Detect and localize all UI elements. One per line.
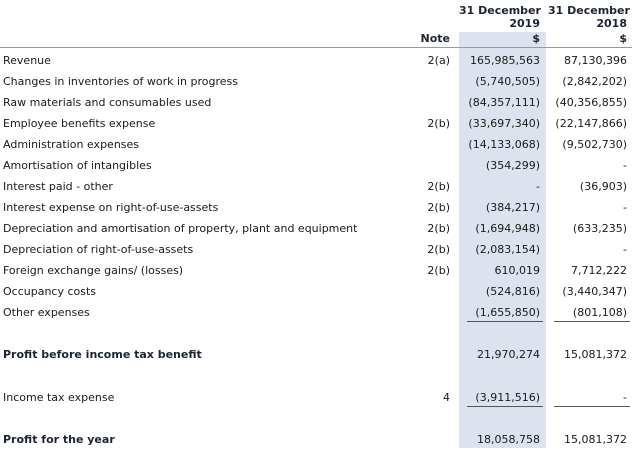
value-2018: - bbox=[623, 159, 627, 172]
row-note: 2(a) bbox=[427, 54, 450, 67]
table-row: Revenue 2(a) 165,985,563 87,130,396 bbox=[0, 50, 632, 71]
table-row: Depreciation and amortisation of propert… bbox=[0, 218, 632, 239]
row-label: Profit for the year bbox=[3, 433, 115, 446]
value-2018: - bbox=[623, 243, 627, 256]
value-2019: (1,655,850) bbox=[475, 306, 540, 319]
table-row: Interest expense on right-of-use-assets 2… bbox=[0, 197, 632, 218]
row-note: 2(b) bbox=[427, 201, 450, 214]
value-2019: 18,058,758 bbox=[477, 433, 540, 446]
row-label: Depreciation of right-of-use-assets bbox=[3, 243, 194, 256]
row-label: Administration expenses bbox=[3, 138, 140, 151]
value-2018: 15,081,372 bbox=[564, 433, 627, 446]
table-row: Amortisation of intangibles (354,299) - bbox=[0, 155, 632, 176]
value-2019: (5,740,505) bbox=[475, 75, 540, 88]
value-2018: 7,712,222 bbox=[571, 264, 627, 277]
header-note: Note bbox=[420, 32, 450, 45]
value-2019: (384,217) bbox=[485, 201, 540, 214]
header-2018-line1: 31 December bbox=[548, 4, 630, 17]
row-label: Changes in inventories of work in progre… bbox=[3, 75, 238, 88]
header-2018-unit: $ bbox=[619, 32, 627, 45]
row-note: 2(b) bbox=[427, 180, 450, 193]
profit-for-year-row: Profit for the year 18,058,758 15,081,37… bbox=[0, 429, 632, 450]
row-label: Interest expense on right-of-use-assets bbox=[3, 201, 219, 214]
value-2018: (633,235) bbox=[572, 222, 627, 235]
row-label: Raw materials and consumables used bbox=[3, 96, 212, 109]
row-note: 2(b) bbox=[427, 243, 450, 256]
value-2018: (40,356,855) bbox=[555, 96, 627, 109]
value-2019: (354,299) bbox=[485, 159, 540, 172]
row-note: 2(b) bbox=[427, 222, 450, 235]
value-2019: - bbox=[536, 180, 540, 193]
header-2018-line2: 2018 bbox=[596, 17, 627, 30]
row-label: Other expenses bbox=[3, 306, 90, 319]
value-2018: (801,108) bbox=[572, 306, 627, 319]
row-note: 2(b) bbox=[427, 117, 450, 130]
row-label: Employee benefits expense bbox=[3, 117, 156, 130]
value-2018: - bbox=[623, 391, 627, 404]
value-2019: 610,019 bbox=[494, 264, 541, 277]
underline-2019 bbox=[467, 406, 543, 407]
header-2019-unit: $ bbox=[532, 32, 540, 45]
table-row: Interest paid - other 2(b) - (36,903) bbox=[0, 176, 632, 197]
row-note: 2(b) bbox=[427, 264, 450, 277]
row-label: Amortisation of intangibles bbox=[3, 159, 152, 172]
table-row: Changes in inventories of work in progre… bbox=[0, 71, 632, 92]
table-row: Other expenses (1,655,850) (801,108) bbox=[0, 302, 632, 323]
row-label: Foreign exchange gains/ (losses) bbox=[3, 264, 184, 277]
header-2019-line2: 2019 bbox=[509, 17, 540, 30]
value-2019: (14,133,068) bbox=[468, 138, 540, 151]
value-2019: (33,697,340) bbox=[468, 117, 540, 130]
table-row: Employee benefits expense 2(b) (33,697,340… bbox=[0, 113, 632, 134]
value-2019: 165,985,563 bbox=[470, 54, 540, 67]
table-row: Raw materials and consumables used (84,35… bbox=[0, 92, 632, 113]
row-label: Revenue bbox=[3, 54, 51, 67]
value-2018: (3,440,347) bbox=[562, 285, 627, 298]
value-2018: (36,903) bbox=[579, 180, 627, 193]
value-2018: - bbox=[623, 201, 627, 214]
underline-rows-2019 bbox=[467, 321, 543, 322]
value-2019: (3,911,516) bbox=[475, 391, 540, 404]
table-row: Administration expenses (14,133,068) (9,50… bbox=[0, 134, 632, 155]
row-label: Profit before income tax benefit bbox=[3, 348, 202, 361]
row-label: Depreciation and amortisation of propert… bbox=[3, 222, 358, 235]
value-2018: (2,842,202) bbox=[562, 75, 627, 88]
value-2019: (2,083,154) bbox=[475, 243, 540, 256]
header-2019-line1: 31 December bbox=[459, 4, 541, 17]
header-divider bbox=[0, 47, 632, 48]
profit-before-tax-row: Profit before income tax benefit 21,970,… bbox=[0, 344, 632, 365]
table-row: Occupancy costs (524,816) (3,440,347) bbox=[0, 281, 632, 302]
value-2018: (9,502,730) bbox=[562, 138, 627, 151]
row-label: Income tax expense bbox=[3, 391, 115, 404]
value-2018: 15,081,372 bbox=[564, 348, 627, 361]
row-label: Occupancy costs bbox=[3, 285, 97, 298]
value-2019: (84,357,111) bbox=[468, 96, 540, 109]
value-2019: (524,816) bbox=[485, 285, 540, 298]
table-row: Foreign exchange gains/ (losses) 2(b) 610,… bbox=[0, 260, 632, 281]
row-label: Interest paid - other bbox=[3, 180, 113, 193]
value-2019: (1,694,948) bbox=[475, 222, 540, 235]
table-row: Depreciation of right-of-use-assets 2(b) (… bbox=[0, 239, 632, 260]
highlight-column-2019 bbox=[459, 32, 546, 448]
value-2018: 87,130,396 bbox=[564, 54, 627, 67]
row-note: 4 bbox=[443, 391, 450, 404]
value-2019: 21,970,274 bbox=[477, 348, 540, 361]
value-2018: (22,147,866) bbox=[555, 117, 627, 130]
underline-rows-2018 bbox=[554, 321, 630, 322]
income-tax-row: Income tax expense 4 (3,911,516) - bbox=[0, 387, 632, 408]
underline-2018 bbox=[554, 406, 630, 407]
